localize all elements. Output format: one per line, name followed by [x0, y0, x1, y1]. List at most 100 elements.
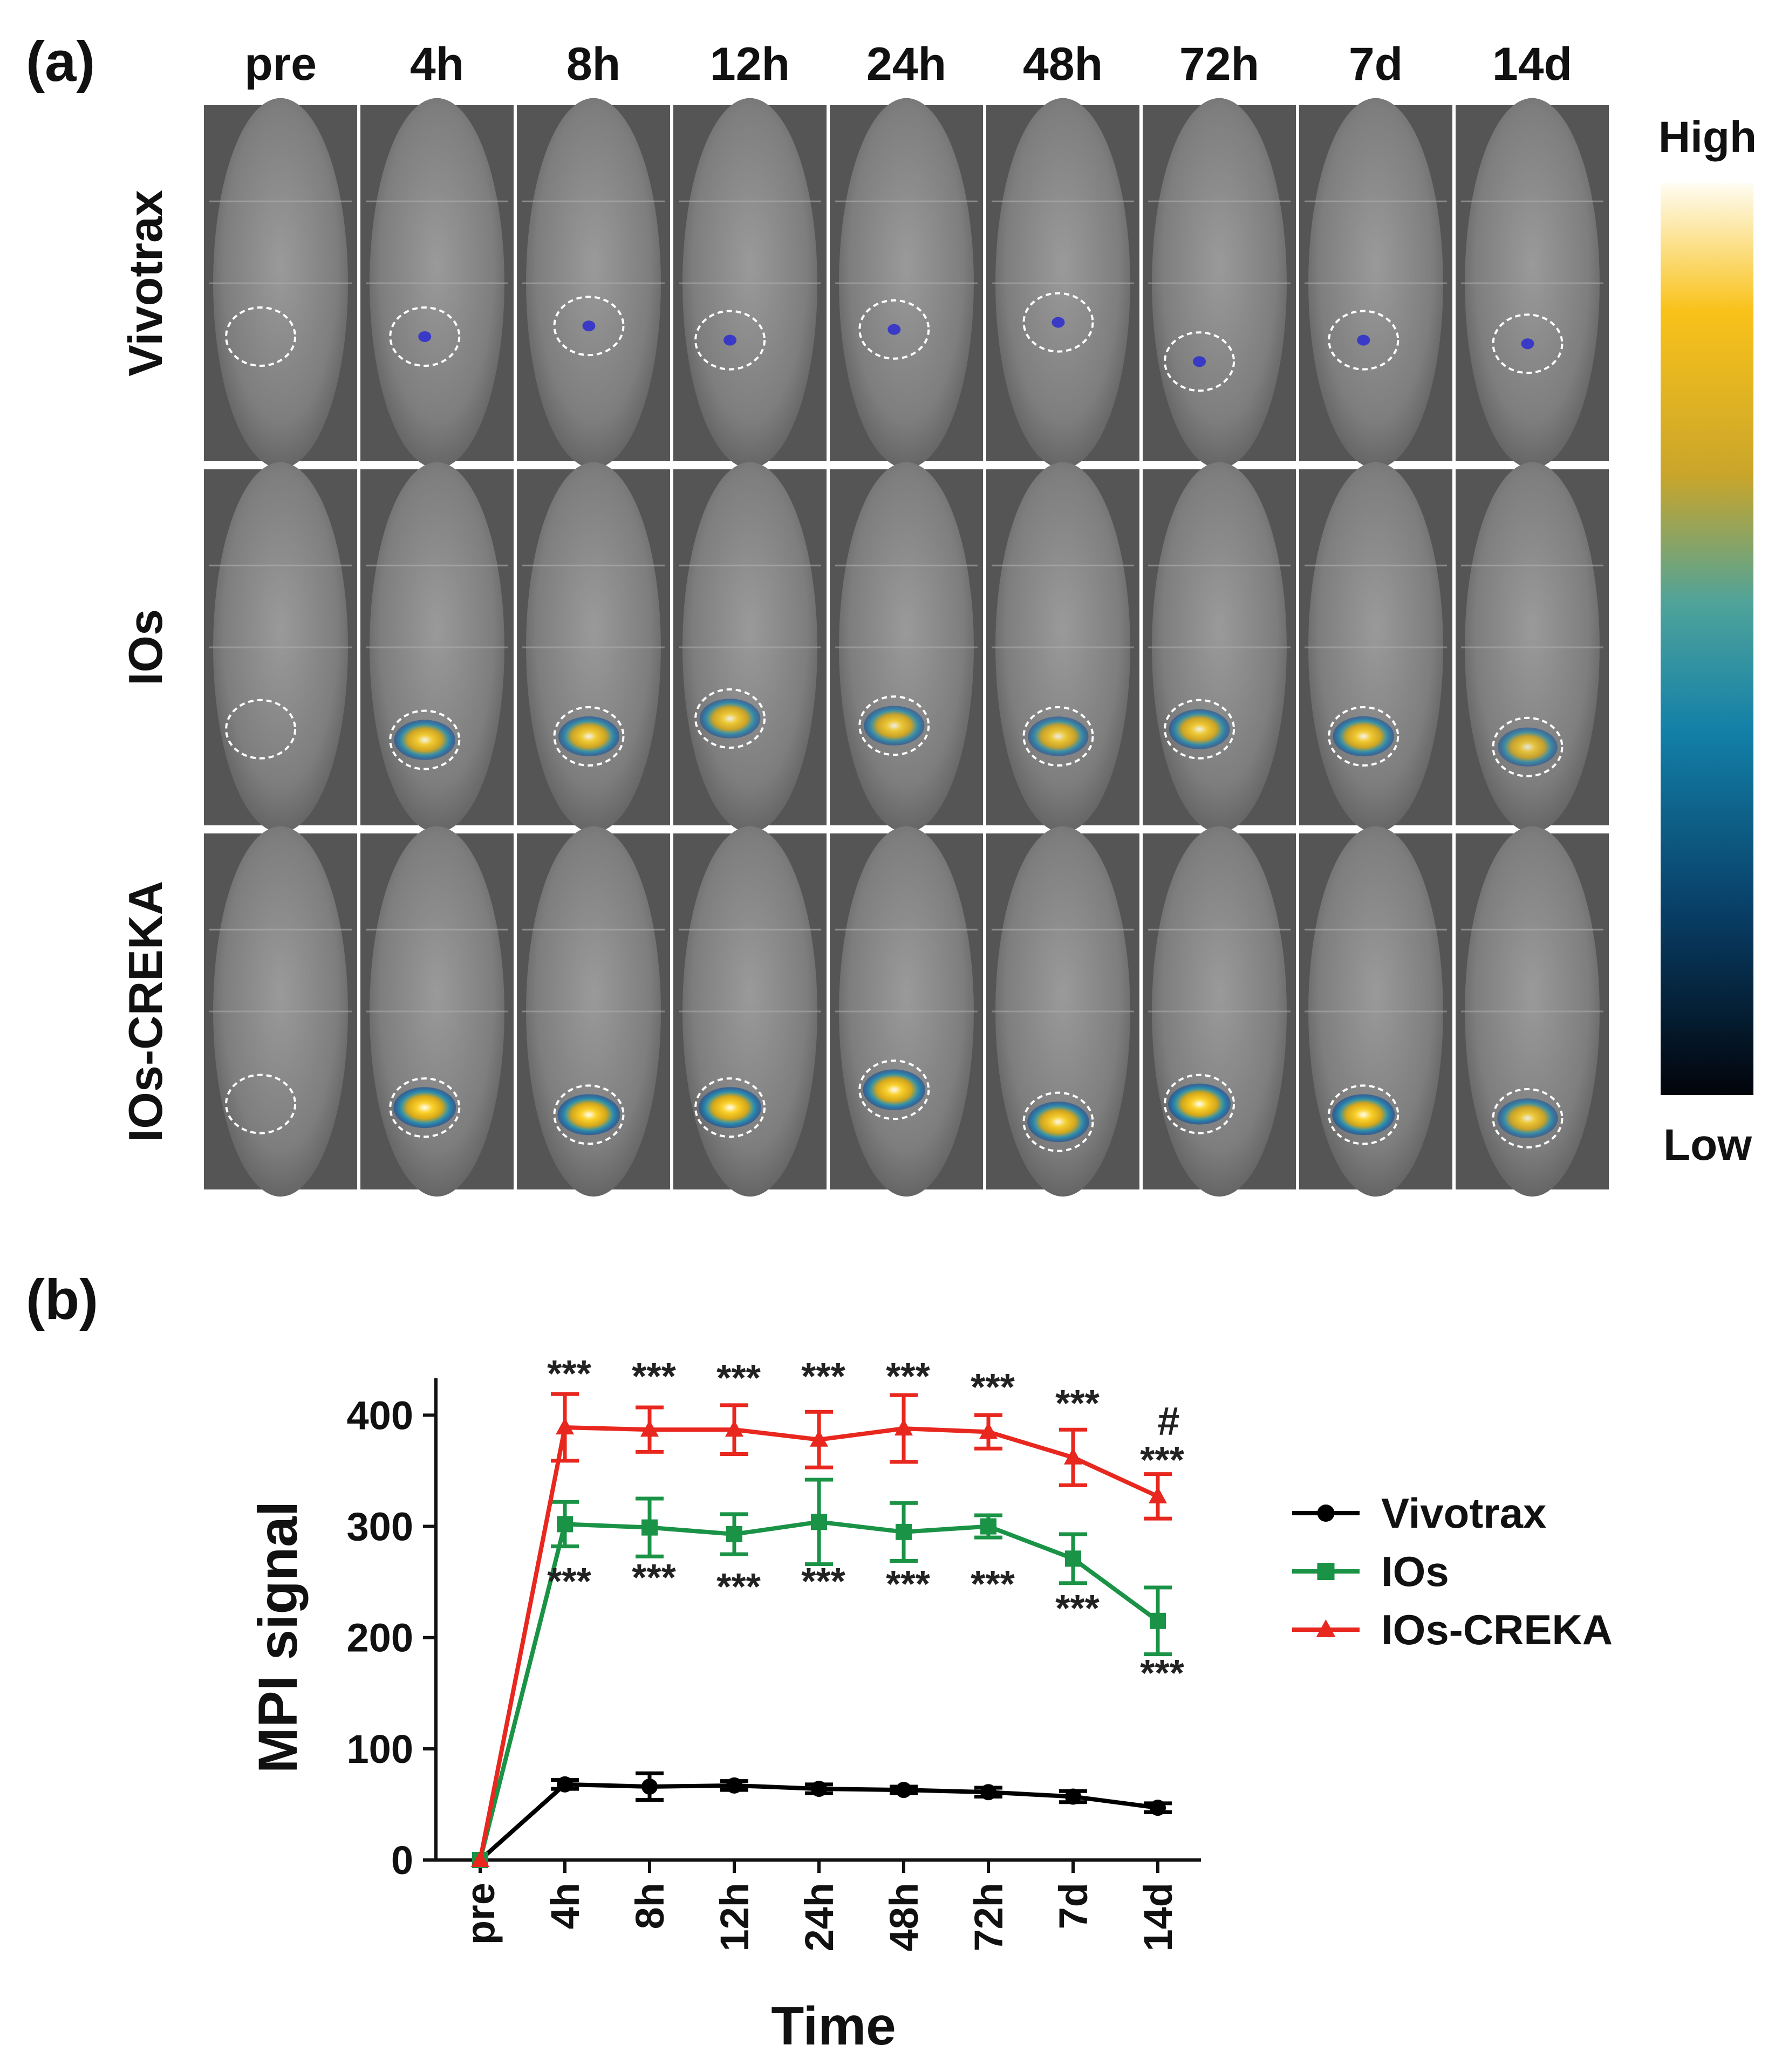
- series-vivotrax: [472, 1771, 1172, 1868]
- signal-hotspot: [582, 320, 596, 332]
- roi-ring: [225, 699, 297, 760]
- x-tick-label-14d: 14d: [1136, 1883, 1180, 1952]
- data-point: [726, 1526, 742, 1542]
- roi-ring: [389, 1077, 461, 1138]
- legend-item-vivotrax: Vivotrax: [1292, 1489, 1546, 1537]
- roi-ring: [1328, 310, 1399, 371]
- data-point: [895, 1419, 913, 1436]
- significance-below: ***: [547, 1560, 591, 1602]
- legend-label: IOs-CREKA: [1381, 1606, 1613, 1653]
- image-cell: [1299, 98, 1452, 469]
- significance-below: ***: [632, 1556, 676, 1598]
- roi-ring: [858, 695, 930, 756]
- x-tick-label-24h: 24h: [797, 1883, 842, 1952]
- roi-ring: [553, 706, 625, 767]
- signal-hotspot: [1357, 334, 1370, 346]
- signal-hotspot: [1333, 716, 1395, 757]
- image-cell: [673, 462, 827, 833]
- data-point: [1065, 1550, 1081, 1567]
- image-cell: [1143, 826, 1296, 1197]
- column-header-48h: 48h: [1023, 38, 1103, 90]
- significance-below: ***: [971, 1563, 1015, 1605]
- image-cell: [673, 98, 827, 469]
- data-point: [471, 1850, 489, 1867]
- signal-hotspot: [888, 324, 901, 335]
- mpi-line-chart: 0 100 200 300 400 pre 4h 8h 12h 24h 48h 72h 7d 14d ***…: [347, 1352, 1201, 1952]
- significance-above: ***: [1055, 1382, 1100, 1424]
- significance-above: ***: [716, 1357, 761, 1399]
- roi-ring: [389, 709, 461, 770]
- significance-below: ***: [716, 1565, 761, 1608]
- image-cell: [1456, 826, 1609, 1197]
- signal-hotspot: [418, 331, 432, 342]
- image-cell: [1143, 462, 1296, 833]
- significance-below: ***: [1055, 1587, 1100, 1629]
- signal-hotspot: [1052, 317, 1065, 328]
- roi-ring: [553, 1084, 625, 1145]
- column-header-8h: 8h: [566, 38, 620, 90]
- roi-ring: [694, 310, 766, 371]
- roi-ring: [694, 1077, 766, 1138]
- roi-ring: [858, 299, 930, 360]
- data-point: [1064, 1447, 1082, 1465]
- panel-a-label: (a): [26, 30, 95, 93]
- data-point: [979, 1422, 998, 1439]
- colorbar-gradient: [1661, 183, 1753, 1095]
- signal-hotspot: [1497, 1098, 1558, 1138]
- row-label-ios-creka: IOs-CREKA: [119, 881, 172, 1142]
- roi-ring: [553, 296, 625, 357]
- column-headers: pre 4h 8h 12h 24h 48h 72h 7d 14d: [244, 38, 1572, 90]
- signal-hotspot: [699, 699, 761, 738]
- x-tick-label-7d: 7d: [1051, 1883, 1096, 1929]
- chart-legend: Vivotrax IOs IOs-CREKA: [1292, 1489, 1613, 1653]
- data-point: [896, 1782, 912, 1799]
- mpi-image-grid: [204, 98, 1609, 1197]
- image-cell: [830, 98, 983, 469]
- legend-item-ios-creka: IOs-CREKA: [1292, 1606, 1613, 1653]
- x-tick-label-12h: 12h: [712, 1883, 757, 1952]
- signal-hotspot: [394, 720, 456, 760]
- signal-hotspot: [723, 334, 737, 346]
- data-point: [557, 1516, 573, 1533]
- image-cell: [517, 826, 670, 1197]
- roi-ring: [1492, 313, 1564, 374]
- roi-ring: [1022, 292, 1094, 353]
- data-point: [556, 1418, 574, 1435]
- significance-below: ***: [886, 1563, 930, 1605]
- image-cell: [360, 462, 514, 833]
- image-cell: [360, 98, 514, 469]
- y-axis-title: MPI signal: [247, 1501, 309, 1773]
- data-point: [1150, 1800, 1166, 1816]
- row-labels: Vivotrax IOs IOs-CREKA: [119, 190, 172, 1142]
- y-tick-label: 200: [347, 1616, 413, 1660]
- image-cell: [673, 826, 827, 1197]
- x-tick-label-72h: 72h: [966, 1883, 1011, 1952]
- roi-ring: [389, 306, 461, 367]
- series-ios: [472, 1478, 1172, 1868]
- data-point: [726, 1777, 742, 1794]
- data-point: [980, 1784, 996, 1801]
- legend-marker: [1316, 1619, 1336, 1637]
- row-label-vivotrax: Vivotrax: [119, 190, 172, 377]
- significance-hash: #: [1157, 1399, 1179, 1444]
- image-cell: [830, 826, 983, 1197]
- image-cell: [517, 462, 670, 833]
- image-cell: [1456, 98, 1609, 469]
- data-point: [811, 1781, 827, 1797]
- roi-ring: [1022, 1091, 1094, 1152]
- y-tick-label: 0: [391, 1838, 413, 1883]
- signal-hotspot: [1332, 1094, 1395, 1136]
- signal-hotspot: [699, 1087, 762, 1129]
- signal-hotspot: [1498, 727, 1558, 767]
- signal-hotspot: [557, 1094, 620, 1136]
- roi-ring: [1164, 699, 1235, 760]
- signal-hotspot: [863, 1069, 925, 1110]
- signal-hotspot: [1027, 1102, 1089, 1143]
- y-tick-label: 100: [347, 1727, 413, 1772]
- roi-ring: [1164, 331, 1235, 392]
- significance-above: ***: [886, 1355, 930, 1397]
- signal-hotspot: [1521, 338, 1534, 350]
- colorbar-low-label: Low: [1663, 1120, 1752, 1170]
- roi-ring: [1022, 706, 1094, 767]
